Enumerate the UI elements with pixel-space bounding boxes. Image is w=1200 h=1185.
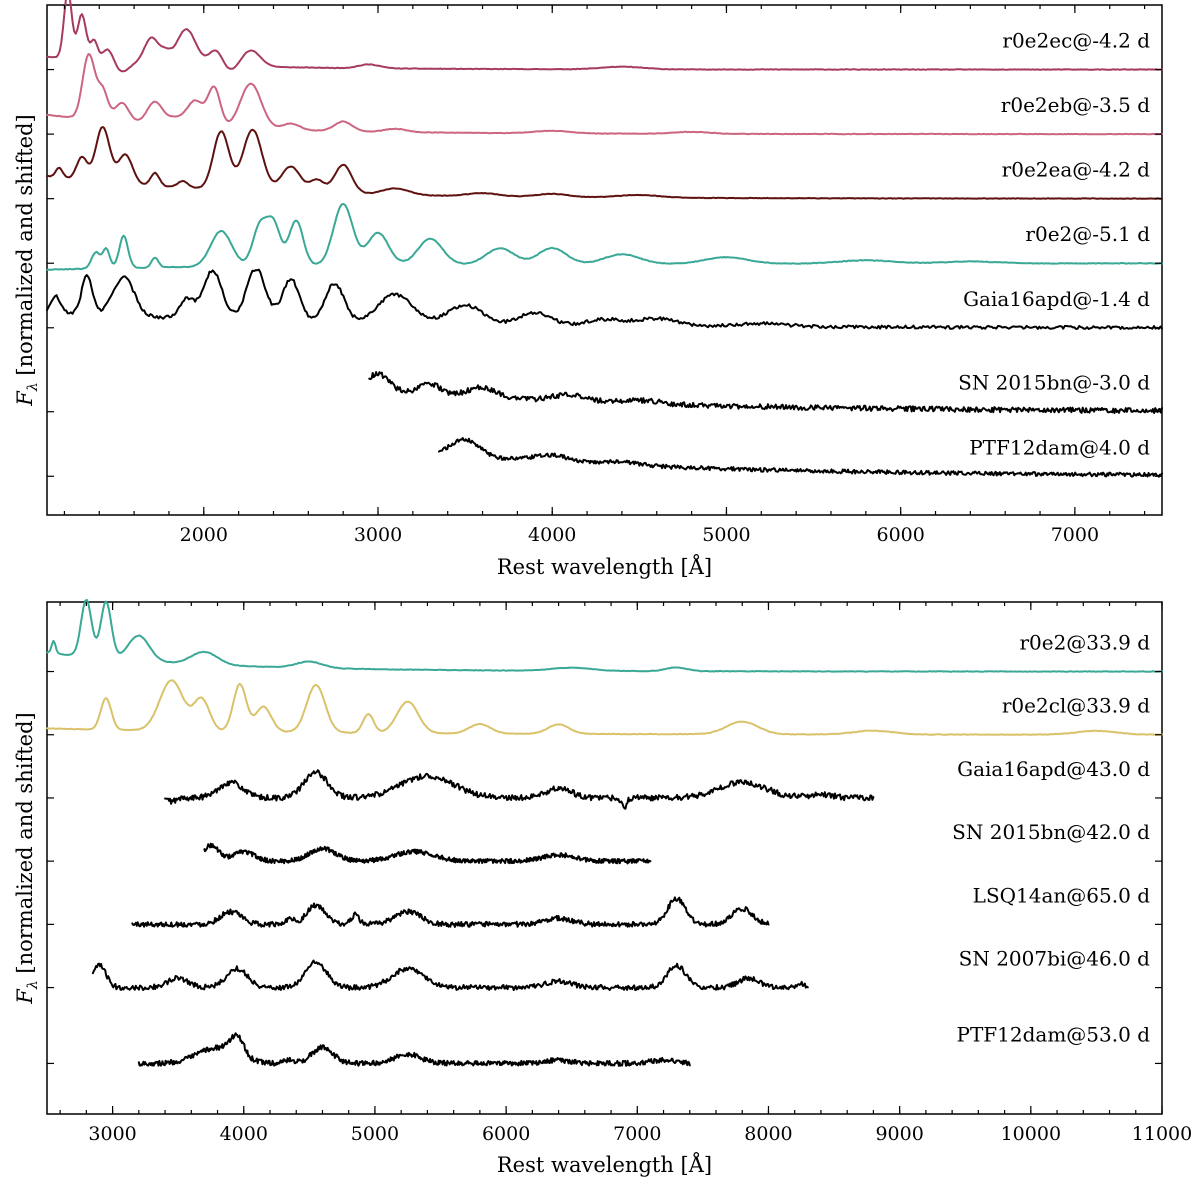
- top-panel: 2000 3000 4000 5000 6000 7000 r0e2ec@-4.2 dr0…: [13, 0, 1163, 579]
- spectrum-line: [164, 769, 875, 810]
- spectrum-line: [46, 598, 1163, 673]
- bottom-y-axis-label: Fλ [normalized and shifted]: [13, 712, 41, 1004]
- bottom-series-labels: r0e2@33.9 d r0e2cl@33.9 d Gaia16apd@43.0 d…: [952, 631, 1150, 1047]
- top-series-labels: r0e2ec@-4.2 d r0e2eb@-3.5 d r0e2ea@-4.2 d r…: [958, 29, 1150, 460]
- x-tick-label: 5000: [702, 524, 750, 546]
- x-tick-label: 11000: [1132, 1123, 1192, 1145]
- top-series-group: [46, 0, 1163, 478]
- spectrum-line: [46, 268, 1163, 330]
- x-tick-label: 3000: [354, 524, 402, 546]
- top-y-axis-label: Fλ [normalized and shifted]: [13, 114, 41, 406]
- bottom-series-group: [46, 598, 1163, 1067]
- spectrum-line: [46, 679, 1163, 736]
- series-label: SN 2007bi@46.0 d: [959, 947, 1151, 971]
- spectrum-line: [46, 126, 1163, 200]
- bottom-y-ticks: [47, 670, 1162, 1065]
- x-tick-label: 4000: [220, 1123, 268, 1145]
- spectrum-line: [368, 371, 1163, 414]
- top-plot-frame: [46, 4, 1163, 516]
- series-label: r0e2eb@-3.5 d: [1001, 93, 1150, 117]
- x-tick-label: 7000: [613, 1123, 661, 1145]
- x-tick-label: 10000: [1001, 1123, 1061, 1145]
- spectrum-line: [46, 0, 1163, 73]
- spectrum-line: [203, 842, 652, 865]
- x-tick-label: 6000: [876, 524, 924, 546]
- bottom-panel: 3000 4000 5000 6000 7000 8000 9000 10000 11000 r…: [13, 598, 1192, 1177]
- x-tick-label: 2000: [180, 524, 228, 546]
- top-y-ticks: [47, 68, 1162, 477]
- spectrum-line: [91, 959, 809, 992]
- bottom-x-axis-label: Rest wavelength [Å]: [497, 1152, 712, 1177]
- series-label: Gaia16apd@43.0 d: [957, 757, 1150, 781]
- spectrum-line: [438, 437, 1163, 478]
- series-label: r0e2ea@-4.2 d: [1002, 158, 1151, 182]
- top-x-ticks: 2000 3000 4000 5000 6000 7000: [63, 5, 1146, 546]
- x-tick-label: 8000: [744, 1123, 792, 1145]
- spectrum-line: [46, 53, 1163, 136]
- series-label: r0e2@33.9 d: [1019, 631, 1150, 655]
- series-label: SN 2015bn@42.0 d: [952, 820, 1150, 844]
- x-tick-label: 7000: [1051, 524, 1099, 546]
- series-label: r0e2ec@-4.2 d: [1002, 29, 1150, 53]
- x-tick-label: 4000: [528, 524, 576, 546]
- series-label: Gaia16apd@-1.4 d: [963, 287, 1150, 311]
- x-tick-label: 5000: [351, 1123, 399, 1145]
- x-tick-label: 3000: [88, 1123, 136, 1145]
- x-tick-label: 9000: [875, 1123, 923, 1145]
- series-label: r0e2@-5.1 d: [1025, 222, 1150, 246]
- spectrum-line: [46, 203, 1163, 271]
- series-label: PTF12dam@4.0 d: [969, 435, 1150, 459]
- bottom-plot-frame: [46, 601, 1163, 1115]
- series-label: r0e2cl@33.9 d: [1002, 694, 1150, 718]
- top-x-axis-label: Rest wavelength [Å]: [497, 554, 712, 579]
- x-tick-label: 6000: [482, 1123, 530, 1145]
- series-label: LSQ14an@65.0 d: [973, 883, 1151, 907]
- series-label: PTF12dam@53.0 d: [956, 1022, 1150, 1046]
- spectrum-line: [131, 896, 770, 928]
- bottom-x-ticks: 3000 4000 5000 6000 7000 8000 9000 10000 11000: [59, 602, 1192, 1145]
- series-label: SN 2015bn@-3.0 d: [958, 371, 1150, 395]
- spectrum-line: [137, 1032, 691, 1067]
